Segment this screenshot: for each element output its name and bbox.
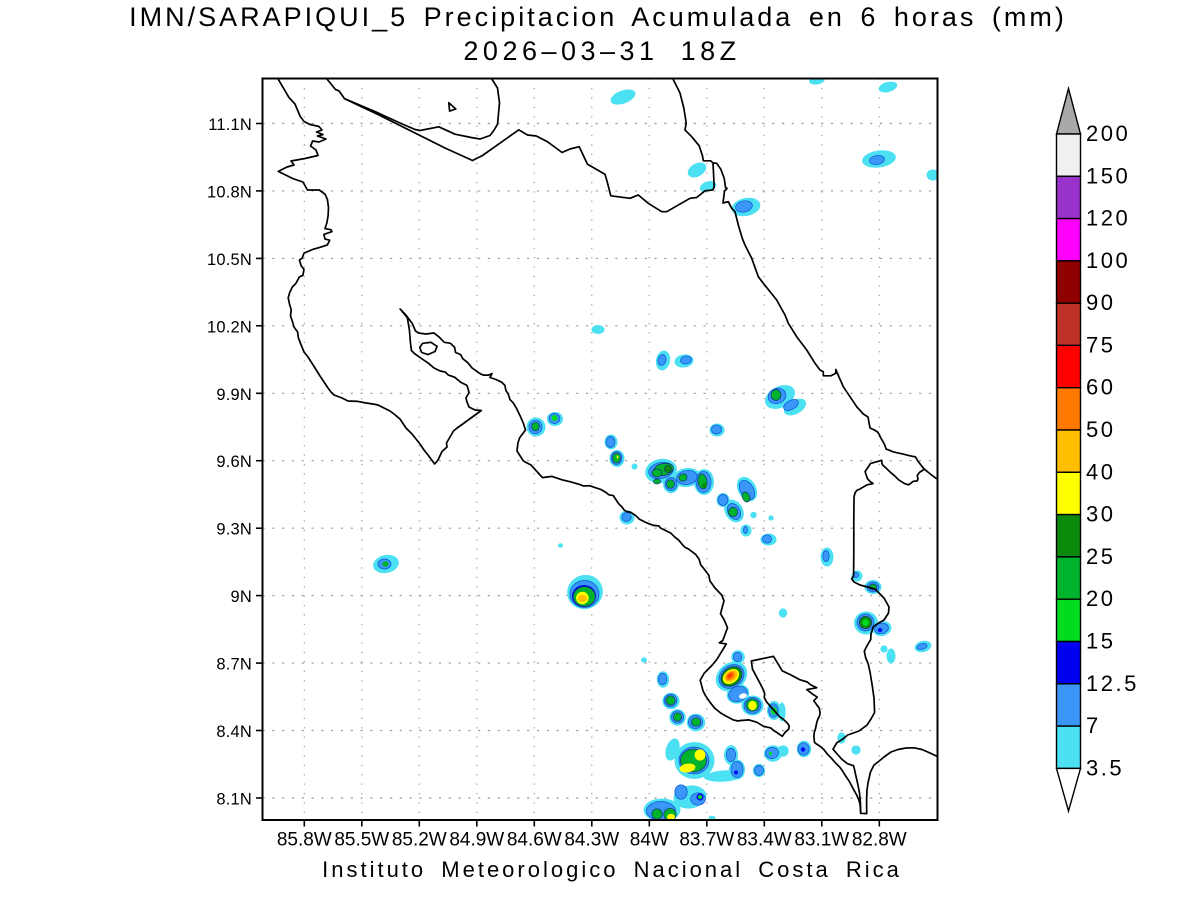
svg-text:IMN/SARAPIQUI_5 Precipitacion: IMN/SARAPIQUI_5 Precipitacion Acumulada … xyxy=(129,2,1067,32)
svg-text:120: 120 xyxy=(1086,206,1130,231)
svg-text:25: 25 xyxy=(1086,544,1115,569)
svg-text:30: 30 xyxy=(1086,502,1115,527)
svg-text:84.9W: 84.9W xyxy=(449,830,504,851)
svg-text:10.8N: 10.8N xyxy=(207,183,252,201)
svg-text:9.6N: 9.6N xyxy=(216,453,252,471)
svg-text:10.5N: 10.5N xyxy=(207,251,252,269)
svg-text:8.7N: 8.7N xyxy=(216,656,252,674)
svg-text:10.2N: 10.2N xyxy=(207,318,252,336)
svg-text:9N: 9N xyxy=(231,588,253,606)
svg-text:83.7W: 83.7W xyxy=(679,830,734,851)
svg-text:7: 7 xyxy=(1086,713,1101,738)
svg-text:90: 90 xyxy=(1086,290,1115,315)
svg-text:150: 150 xyxy=(1086,163,1130,188)
svg-text:84.3W: 84.3W xyxy=(564,830,619,851)
svg-text:60: 60 xyxy=(1086,375,1115,400)
svg-text:82.8W: 82.8W xyxy=(852,830,907,851)
svg-text:8.4N: 8.4N xyxy=(216,723,252,741)
svg-text:9.9N: 9.9N xyxy=(216,386,252,404)
svg-text:85.2W: 85.2W xyxy=(392,830,447,851)
svg-text:85.5W: 85.5W xyxy=(334,830,389,851)
svg-text:85.8W: 85.8W xyxy=(277,830,332,851)
svg-text:84W: 84W xyxy=(630,830,669,851)
svg-text:200: 200 xyxy=(1086,121,1130,146)
svg-text:12.5: 12.5 xyxy=(1086,671,1139,696)
svg-text:11.1N: 11.1N xyxy=(208,116,252,134)
svg-text:40: 40 xyxy=(1086,459,1115,484)
svg-text:20: 20 xyxy=(1086,586,1115,611)
svg-text:50: 50 xyxy=(1086,417,1115,442)
svg-text:15: 15 xyxy=(1086,629,1115,654)
svg-text:3.5: 3.5 xyxy=(1086,755,1124,780)
svg-text:9.3N: 9.3N xyxy=(216,521,252,539)
svg-text:83.4W: 83.4W xyxy=(737,830,792,851)
svg-text:75: 75 xyxy=(1086,332,1115,357)
svg-text:Instituto Meteorologico Nacion: Instituto Meteorologico Nacional Costa R… xyxy=(322,857,902,882)
svg-text:100: 100 xyxy=(1086,248,1130,273)
svg-text:2026–03–31 18Z: 2026–03–31 18Z xyxy=(463,36,740,66)
svg-text:83.1W: 83.1W xyxy=(794,830,849,851)
svg-text:84.6W: 84.6W xyxy=(507,830,562,851)
svg-text:8.1N: 8.1N xyxy=(216,791,252,809)
